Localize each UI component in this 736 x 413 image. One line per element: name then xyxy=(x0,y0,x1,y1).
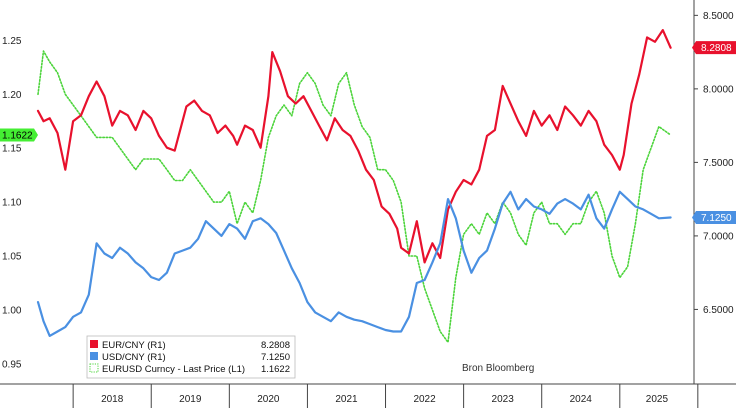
legend-label: EUR/CNY (R1) xyxy=(102,340,166,351)
x-tick-label: 2019 xyxy=(179,394,202,405)
source-note: Bron Bloomberg xyxy=(462,363,534,374)
x-tick-label: 2021 xyxy=(335,394,358,405)
tag-background xyxy=(692,211,736,225)
legend-label: EURUSD Curncy - Last Price (L1) xyxy=(102,364,245,375)
x-tick-label: 2018 xyxy=(101,394,124,405)
x-tick-label: 2022 xyxy=(413,394,436,405)
legend-box xyxy=(86,335,296,379)
left-tick-label: 1.20 xyxy=(2,90,22,101)
right-tick-label: 7.0000 xyxy=(703,231,734,242)
legend-entry-usdcny: USD/CNY (R1) 7.1250 xyxy=(90,352,290,363)
left-tick-label: 1.25 xyxy=(2,36,22,47)
left-tick-label: 1.05 xyxy=(2,252,22,263)
right-tick-label: 7.5000 xyxy=(703,158,734,169)
right-tick-label: 8.0000 xyxy=(703,84,734,95)
x-tick-label: 2023 xyxy=(492,394,515,405)
left-tick-label: 1.00 xyxy=(2,305,22,316)
last-value-tag-eurusd: 1.1622 xyxy=(0,128,38,142)
right-tick-label: 8.5000 xyxy=(703,11,734,22)
series-line-eurcny xyxy=(36,29,672,264)
series-line-eurusd xyxy=(37,50,672,344)
legend-value: 7.1250 xyxy=(261,352,290,363)
x-tick-label: 2025 xyxy=(646,394,669,405)
tag-background xyxy=(0,128,38,142)
tag-value: 8.2808 xyxy=(701,43,732,54)
x-tick-label: 2024 xyxy=(570,394,593,405)
legend-entry-eurcny: EUR/CNY (R1) 8.2808 xyxy=(90,340,290,351)
legend-value: 1.1622 xyxy=(261,364,290,375)
tag-value: 7.1250 xyxy=(701,213,732,224)
legend-swatch xyxy=(90,340,98,348)
legend-swatch xyxy=(90,352,98,360)
left-tick-label: 1.15 xyxy=(2,144,22,155)
series-line-usdcny xyxy=(36,190,672,337)
tag-value: 1.1622 xyxy=(2,131,33,142)
right-tick-label: 6.5000 xyxy=(703,305,734,316)
x-tick-label: 2020 xyxy=(257,394,280,405)
tag-background xyxy=(692,41,736,55)
legend-label: USD/CNY (R1) xyxy=(102,352,166,363)
legend-value: 8.2808 xyxy=(261,340,290,351)
last-value-tag-usdcny: 7.1250 xyxy=(692,211,736,225)
legend-entry-eurusd: EURUSD Curncy - Last Price (L1) 1.1622 xyxy=(89,363,290,375)
legend-swatch xyxy=(89,363,99,373)
left-tick-label: 1.10 xyxy=(2,198,22,209)
last-value-tag-eurcny: 8.2808 xyxy=(692,41,736,55)
left-tick-label: 0.95 xyxy=(2,359,22,370)
